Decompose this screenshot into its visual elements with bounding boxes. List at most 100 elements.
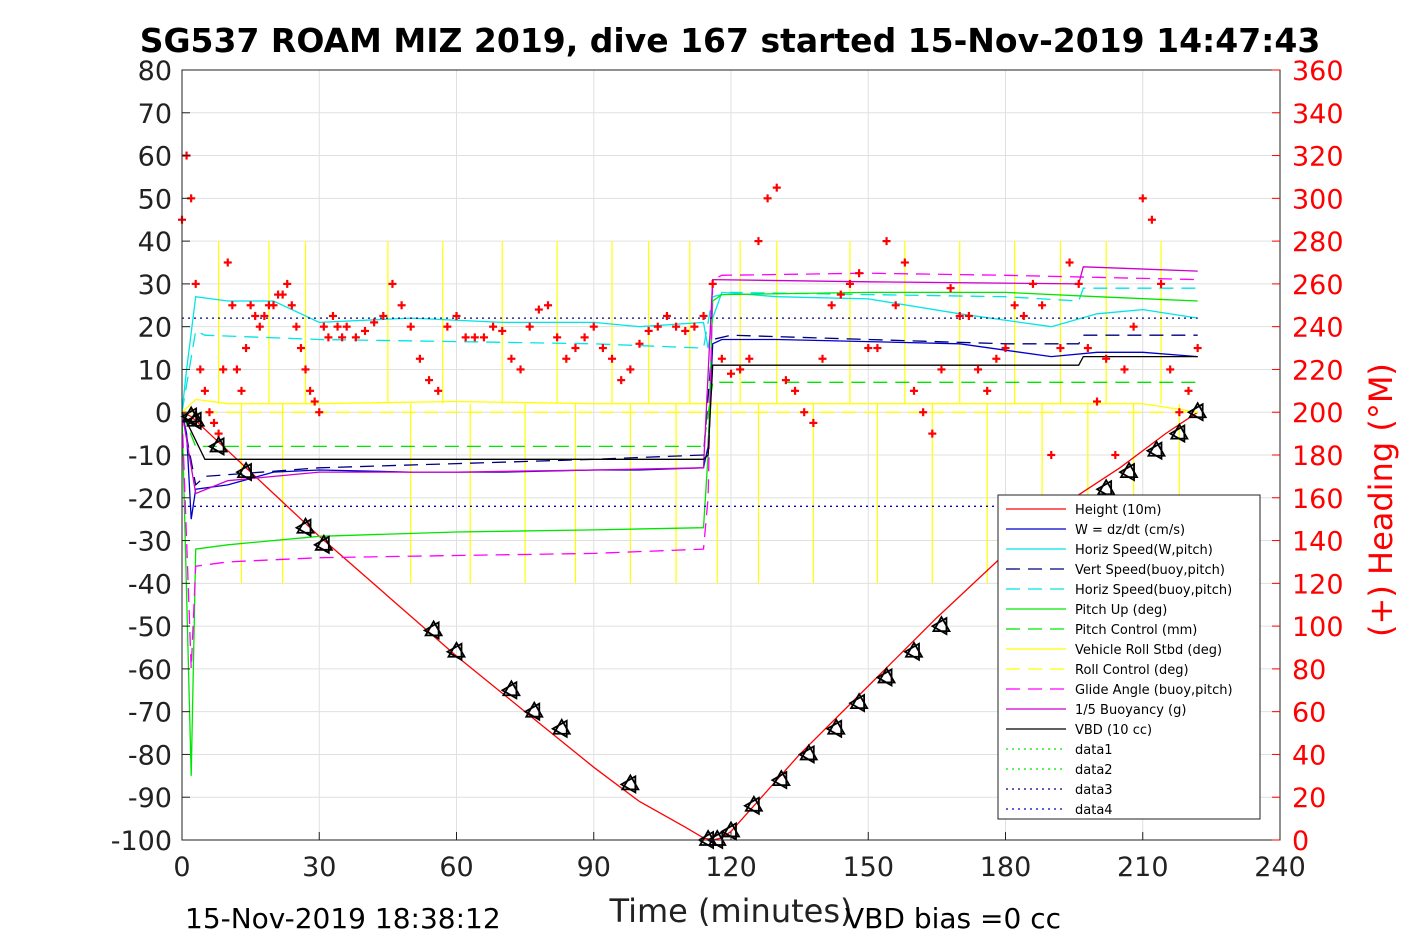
heading-point (296, 344, 305, 353)
heading-point (246, 301, 255, 310)
depth-marker (1145, 439, 1167, 461)
heading-point (891, 301, 900, 310)
heading-point (1038, 301, 1047, 310)
heading-point (269, 301, 278, 310)
heading-point (946, 284, 955, 293)
heading-point (223, 258, 232, 267)
heading-point (580, 333, 589, 342)
series-line-vbd (181, 355, 1198, 460)
x-tick-label: 90 (577, 852, 611, 883)
legend-label: Vert Speed(buoy,pitch) (1075, 563, 1225, 578)
heading-point (328, 311, 337, 320)
heading-point (1175, 408, 1184, 417)
heading-point (338, 333, 347, 342)
y-tick-label: 10 (138, 355, 172, 386)
heading-point (736, 365, 745, 374)
heading-point (342, 322, 351, 331)
y-tick-label: -90 (128, 783, 172, 814)
depth-marker (294, 516, 316, 538)
heading-point (1166, 365, 1175, 374)
heading-point (251, 311, 260, 320)
y-tick-label: -20 (128, 484, 172, 515)
heading-point (210, 418, 219, 427)
legend-label: data1 (1075, 743, 1113, 758)
heading-point (690, 322, 699, 331)
y-tick-label: 20 (138, 313, 172, 344)
legend-label: Pitch Up (deg) (1075, 603, 1167, 618)
heading-point (974, 365, 983, 374)
heading-point (1093, 397, 1101, 406)
heading-point (900, 258, 909, 267)
heading-point (278, 290, 287, 299)
heading-point (498, 326, 507, 335)
depth-marker (1186, 401, 1208, 422)
chart-title: SG537 ROAM MIZ 2019, dive 167 started 15… (140, 21, 1321, 60)
y-tick-label: 0 (155, 398, 172, 429)
heading-point (791, 386, 800, 395)
heading-point (827, 301, 836, 310)
y-tick-label: -60 (128, 655, 172, 686)
legend-label: W = dz/dt (cm/s) (1075, 523, 1185, 538)
heading-point (255, 322, 264, 331)
legend-label: Horiz Speed(W,pitch) (1075, 543, 1213, 558)
heading-point (626, 365, 635, 374)
heading-point (681, 326, 690, 335)
x-tick-label: 180 (980, 852, 1032, 883)
heading-point (699, 311, 708, 320)
depth-marker (184, 409, 206, 431)
heading-point (479, 333, 488, 342)
heading-point (242, 344, 251, 353)
heading-point (1047, 451, 1056, 459)
heading-point (836, 290, 845, 299)
heading-point (964, 311, 973, 320)
heading-point (434, 386, 443, 395)
heading-point (461, 333, 470, 342)
heading-point (301, 365, 310, 374)
y-tick-label: 30 (138, 270, 172, 301)
heading-point (1065, 258, 1074, 267)
series-line-horiz_speed_buoy (181, 287, 1198, 413)
heading-point (1102, 354, 1111, 363)
heading-point (470, 333, 479, 342)
heading-point (955, 311, 964, 320)
heading-point (1001, 344, 1010, 353)
y2-tick-label: 340 (1292, 99, 1344, 130)
heading-point (598, 344, 607, 353)
y2-tick-label: 140 (1292, 527, 1344, 558)
y-tick-label: 40 (138, 227, 172, 258)
legend-label: data4 (1075, 803, 1113, 818)
heading-point (1193, 344, 1202, 353)
depth-marker (207, 435, 229, 456)
y-tick-label: 60 (138, 142, 172, 173)
heading-point (662, 311, 671, 320)
heading-point (228, 301, 237, 310)
depth-marker (313, 534, 334, 555)
heading-point (910, 386, 918, 395)
heading-point (232, 365, 241, 374)
depth-marker (743, 794, 764, 816)
x-tick-label: 210 (1117, 852, 1169, 883)
heading-point (937, 365, 946, 374)
legend: Height (10m) W = dz/dt (cm/s) Horiz Speed(… (997, 494, 1261, 820)
heading-point (635, 339, 644, 348)
y-tick-label: 50 (138, 184, 172, 215)
y-tick-label: 80 (138, 56, 172, 87)
y-tick-label: -40 (128, 569, 172, 600)
depth-marker (422, 619, 444, 640)
depth-marker (523, 700, 544, 722)
depth-marker (875, 666, 897, 687)
x-tick-label: 240 (1254, 852, 1306, 883)
heading-point (608, 354, 617, 363)
heading-point (809, 418, 818, 427)
legend-label: data2 (1075, 763, 1113, 778)
series-line-pitch_control (181, 381, 1198, 448)
y-tick-label: -30 (128, 527, 172, 558)
y-tick-label: -100 (111, 826, 172, 857)
y2-tick-label: 100 (1292, 612, 1344, 643)
heading-point (287, 301, 296, 310)
y2-tick-label: 60 (1292, 698, 1326, 729)
x-tick-label: 60 (439, 852, 473, 883)
heading-point (516, 365, 525, 374)
heading-point (1083, 344, 1092, 353)
heading-point (855, 269, 864, 278)
